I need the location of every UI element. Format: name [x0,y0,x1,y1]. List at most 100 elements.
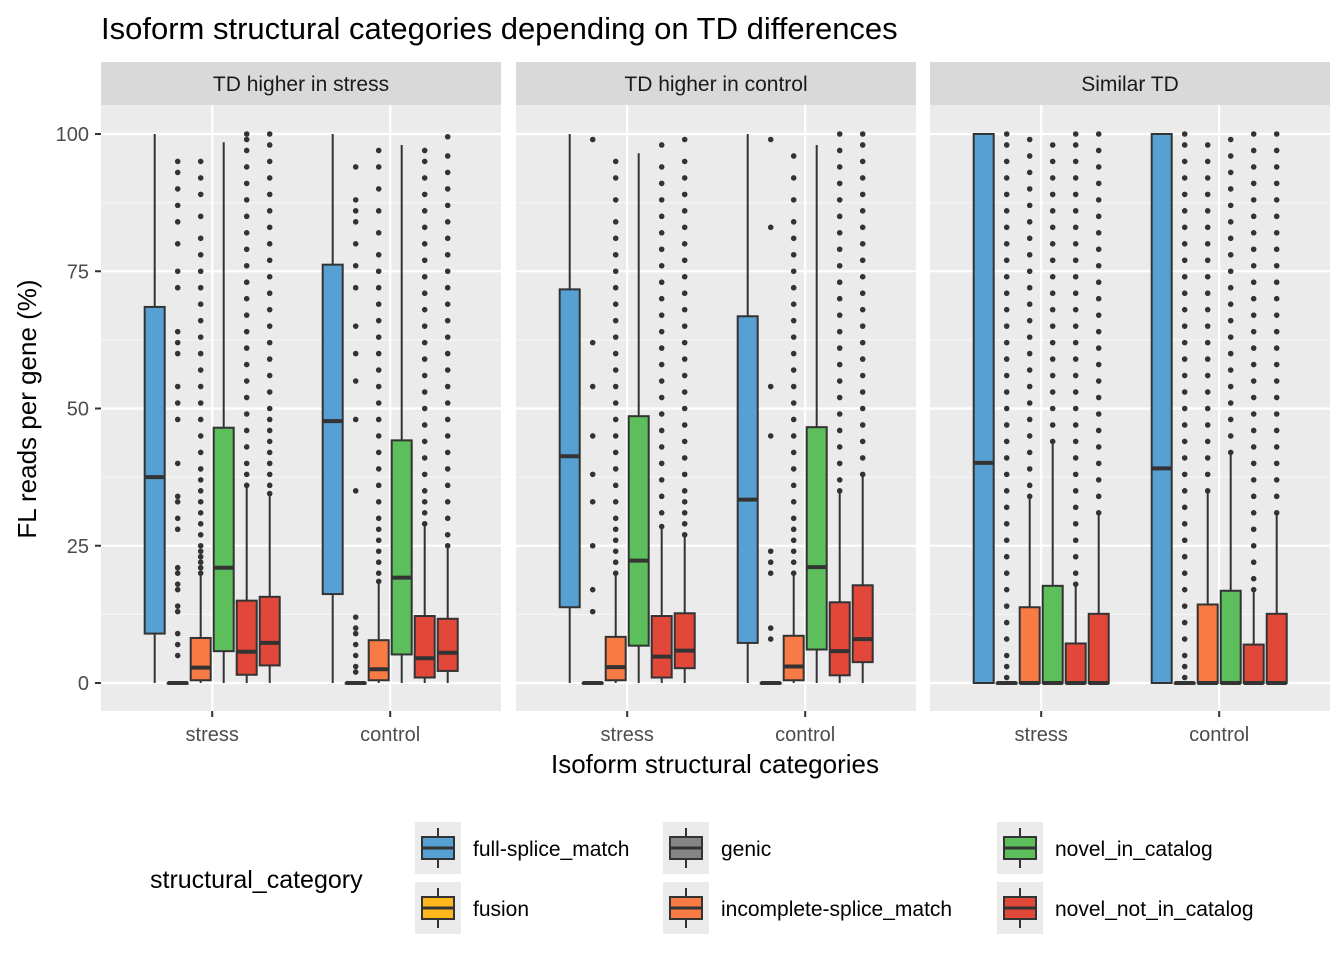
outlier-point [375,578,382,585]
outlier-point [790,350,797,357]
outlier-point [375,164,382,170]
outlier-point [1026,416,1033,423]
box-incomplete-splice_match [1196,142,1219,685]
outlier-point [612,317,619,324]
outlier-point [1026,251,1033,258]
outlier-point [352,663,359,670]
outlier-point [375,515,382,522]
outlier-point [444,284,451,291]
outlier-point [1026,482,1033,489]
outlier-point [1273,427,1280,434]
outlier-point [444,133,451,140]
outlier-point [243,213,250,220]
outlier-point [681,455,688,461]
outlier-point [1181,142,1188,148]
outlier-point [767,224,774,231]
outlier-point [658,477,665,483]
outlier-point [197,531,204,538]
outlier-point [1204,142,1211,148]
outlier-point [1227,301,1234,307]
outlier-point [589,542,596,549]
outlier-point [1181,520,1188,527]
outlier-point [1026,235,1033,242]
outlier-point [1204,191,1211,198]
outlier-point [174,564,181,571]
outlier-point [859,438,866,445]
legend-item-fusion: fusion [415,882,529,934]
outlier-point [1003,356,1010,362]
outlier-point [266,323,273,329]
outlier-point [375,284,382,291]
outlier-point [790,466,797,472]
box-incomplete-splice_match [367,147,390,683]
outlier-point [790,334,797,340]
outlier-point [681,389,688,395]
outlier-point [1250,586,1257,593]
outlier-point [1181,224,1188,231]
outlier-point [1072,438,1079,445]
outlier-point [1049,372,1056,379]
outlier-point [1181,158,1188,165]
outlier-point [421,438,428,445]
box-iqr [1265,612,1288,684]
outlier-point [1072,488,1079,494]
y-tick-label: 50 [67,399,89,421]
outlier-point [681,158,688,165]
outlier-point [197,350,204,357]
box-group-control [736,131,874,685]
outlier-point [1227,400,1234,406]
outlier-point [790,433,797,439]
box-genic [759,136,782,685]
outlier-point [266,131,273,137]
outlier-point [1049,438,1056,445]
outlier-point [859,158,866,165]
outlier-point [1181,663,1188,670]
outlier-point [790,219,797,225]
outlier-point [1049,257,1056,264]
outlier-point [836,488,843,494]
box-iqr [736,315,759,644]
outlier-point [1026,268,1033,275]
outlier-point [836,312,843,318]
outlier-point [612,433,619,439]
legend-title: structural_category [150,866,363,894]
outlier-point [352,652,359,659]
outlier-point [1181,273,1188,280]
outlier-point [1227,367,1234,373]
outlier-point [1250,427,1257,434]
outlier-point [612,570,619,576]
outlier-point [421,273,428,280]
outlier-point [421,405,428,412]
outlier-point [658,444,665,450]
outlier-point [352,378,359,384]
facet-strip [516,62,916,105]
outlier-point [767,570,774,576]
outlier-point [174,186,181,192]
outlier-point [243,246,250,253]
legend-item-full-splice_match: full-splice_match [415,822,629,874]
outlier-point [658,312,665,318]
box-iqr [413,615,436,679]
outlier-point [197,499,204,505]
facet-strip-label: TD higher in control [624,73,807,96]
outlier-point [589,433,596,439]
outlier-point [1003,488,1010,494]
outlier-point [1181,422,1188,428]
outlier-point [1095,345,1102,351]
outlier-point [266,460,273,467]
outlier-point [444,317,451,324]
outlier-point [1095,460,1102,467]
x-tick-label: control [360,724,420,746]
outlier-point [767,548,774,555]
outlier-point [266,438,273,445]
outlier-point [1049,323,1056,329]
outlier-point [421,510,428,516]
outlier-point [658,262,665,269]
outlier-point [836,460,843,467]
outlier-point [790,499,797,505]
outlier-point [174,586,181,593]
outlier-point [612,350,619,357]
outlier-point [1003,603,1010,609]
outlier-point [444,186,451,192]
outlier-point [1095,510,1102,516]
